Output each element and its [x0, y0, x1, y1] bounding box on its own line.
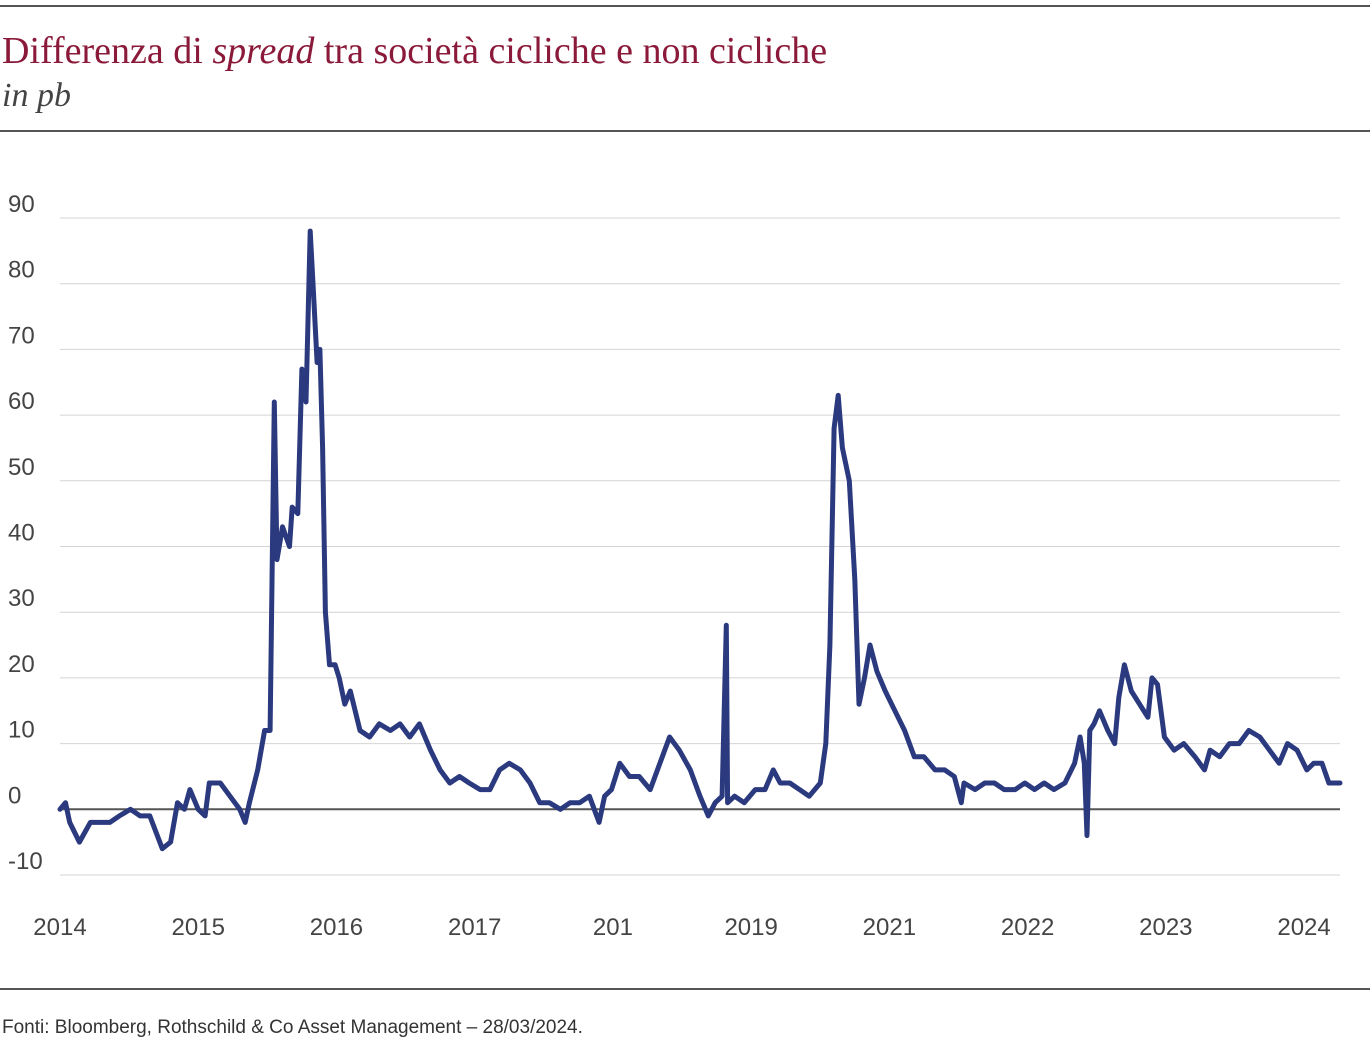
chart-title: Differenza di spread tra società ciclich…: [2, 30, 827, 72]
y-tick-label: 60: [8, 388, 35, 415]
y-tick-label: 50: [8, 454, 35, 481]
x-tick-label: 2016: [310, 914, 363, 941]
x-tick-label: 2022: [1001, 914, 1054, 941]
x-tick-label: 2017: [448, 914, 501, 941]
y-tick-label: -10: [8, 848, 43, 875]
y-tick-label: 90: [8, 191, 35, 218]
y-tick-label: 10: [8, 717, 35, 744]
line-series: [57, 228, 1343, 852]
title-part: Differenza di: [2, 30, 212, 72]
y-tick-label: 80: [8, 257, 35, 284]
x-tick-label: 2019: [724, 914, 777, 941]
y-tick-label: 70: [8, 322, 35, 349]
title-part: tra società cicliche e non cicliche: [314, 30, 827, 72]
y-tick-label: 0: [8, 782, 21, 809]
title-part: spread: [212, 30, 315, 72]
source: Fonti: Bloomberg, Rothschild & Co Asset …: [2, 1017, 583, 1038]
x-tick-label: 2015: [172, 914, 225, 941]
subtitle: in pb: [2, 77, 71, 114]
y-tick-label: 30: [8, 585, 35, 612]
y-tick-label: 20: [8, 651, 35, 678]
x-tick-label: 2014: [33, 914, 86, 941]
x-tick-label: 2023: [1139, 914, 1192, 941]
x-tick-label: 2024: [1277, 914, 1330, 941]
y-tick-label: 40: [8, 520, 35, 547]
plot: -10 0 10 20 30 40 50 60 70 80 90 2014 2015 2016 2017 20…: [8, 191, 1343, 941]
x-tick-label: 2021: [863, 914, 916, 941]
x-tick-label: 201: [593, 914, 633, 941]
